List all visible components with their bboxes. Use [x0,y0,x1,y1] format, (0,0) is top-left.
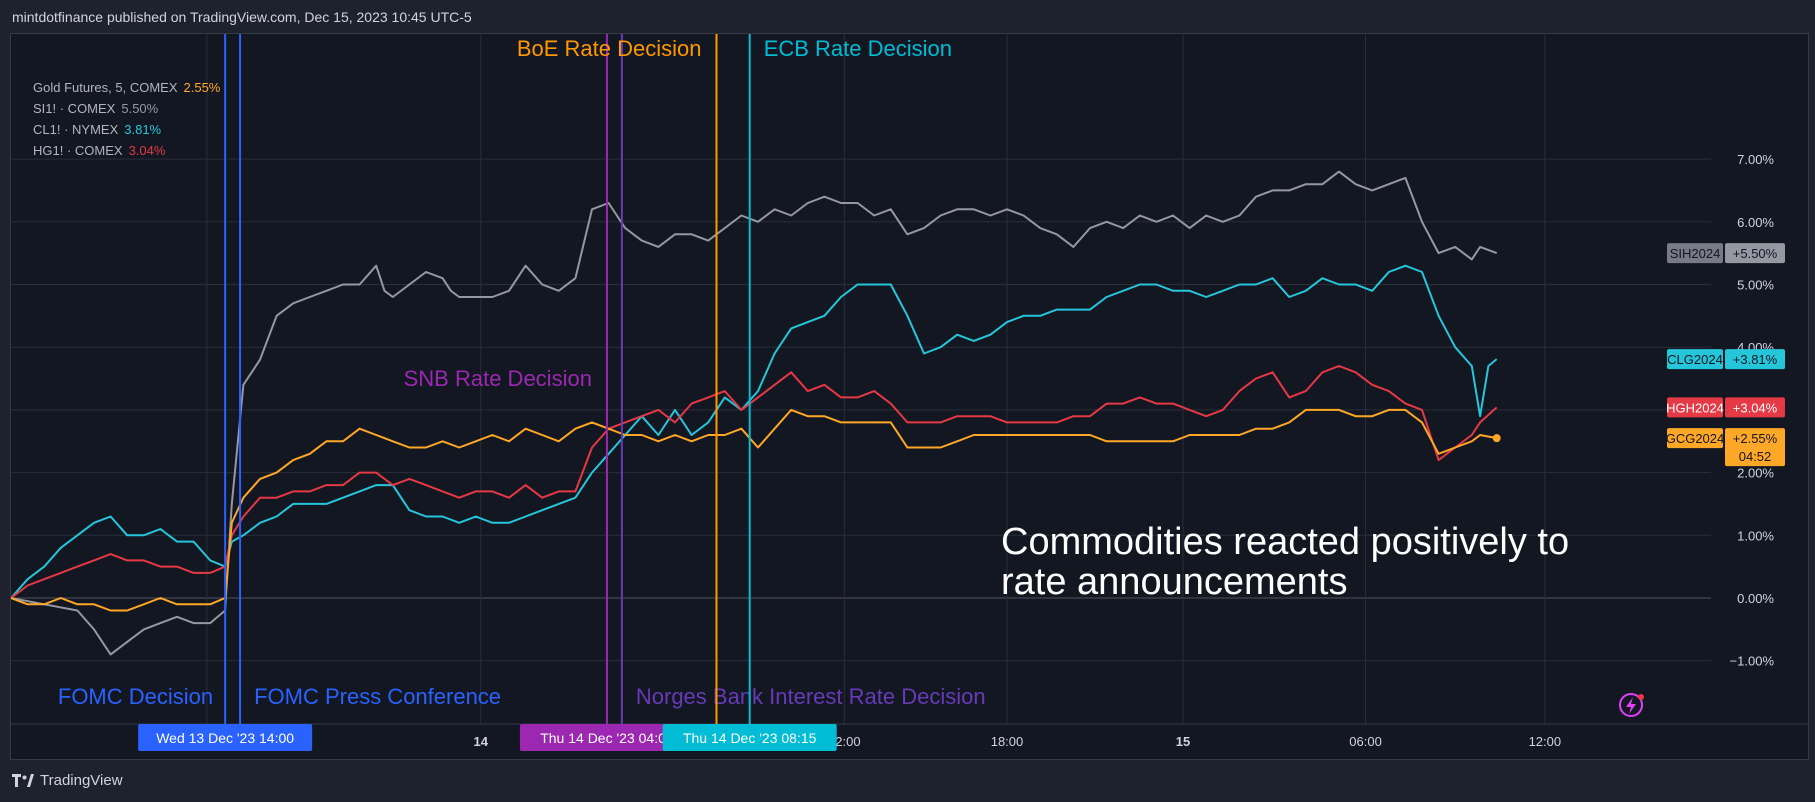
y-tick-label: 2.00% [1737,466,1774,481]
y-tick-label: 6.00% [1737,215,1774,230]
tradingview-logo-icon [12,774,34,787]
series-legend: Gold Futures, 5, COMEX 2.55% SI1! · COMEX 5… [33,77,220,161]
lightning-bolt [1626,697,1636,714]
time-flag-label: Thu 14 Dec '23 08:15 [683,730,817,746]
badge-value-bg [1725,349,1785,370]
tradingview-footer[interactable]: TradingView [12,772,123,789]
chart-background [11,34,1808,759]
badge-value-bg [1725,397,1785,418]
last-price-dot [1492,434,1501,443]
notification-dot [1638,694,1644,700]
legend-series-value: 3.81% [124,122,162,137]
x-tick-label: 18:00 [991,734,1024,749]
badge-value: +5.50% [1733,246,1778,261]
x-tick-label: 12:00 [1529,734,1562,749]
badge-name-bg [1667,243,1723,264]
price-badge-hgh2024: HGH2024 +3.04% [1666,397,1785,418]
event-label: Norges Bank Interest Rate Decision [636,684,986,709]
annotation-line-2: rate announcements [1001,561,1347,603]
badge-value: +3.81% [1733,352,1778,367]
price-badge-clg2024: CLG2024 +3.81% [1667,349,1785,370]
tradingview-brand: TradingView [40,772,123,789]
time-flag-label: Thu 14 Dec '23 04:00 [540,730,674,746]
time-flag [662,724,837,751]
badge-value-bg [1725,243,1785,264]
badge-name: CLG2024 [1667,352,1723,367]
x-tick-label: 14 [474,734,489,749]
event-label: ECB Rate Decision [764,36,952,61]
legend-series-value: 5.50% [121,101,159,116]
time-flag [519,724,694,751]
legend-series-name: HG1! · COMEX [33,143,123,158]
badge-name: HGH2024 [1666,400,1724,415]
legend-series-name: CL1! · NYMEX [33,122,119,137]
time-flag-label: Wed 13 Dec '23 14:00 [156,730,294,746]
badge-value: +3.04% [1733,400,1778,415]
y-tick-label: −1.00% [1730,654,1775,669]
y-tick-label: 5.00% [1737,278,1774,293]
legend-series-name: SI1! · COMEX [33,101,116,116]
chart-canvas[interactable]: 7.00%6.00%5.00%4.00%3.00%2.00%1.00%0.00%… [11,34,1808,759]
event-label: FOMC Press Conference [254,684,501,709]
x-tick-label: 06:00 [1349,734,1382,749]
legend-series-value: 3.04% [128,143,166,158]
legend-series-name: Gold Futures, 5, COMEX [33,80,178,95]
legend-row[interactable]: CL1! · NYMEX 3.81% [33,119,220,140]
event-label: FOMC Decision [58,684,213,709]
countdown-label: 04:52 [1739,449,1772,464]
time-flag [138,724,313,751]
chart-pane[interactable]: 7.00%6.00%5.00%4.00%3.00%2.00%1.00%0.00%… [10,33,1809,760]
event-label: SNB Rate Decision [404,366,592,391]
legend-row[interactable]: Gold Futures, 5, COMEX 2.55% [33,77,220,98]
publisher-header: mintdotfinance published on TradingView.… [12,9,472,25]
event-label: BoE Rate Decision [517,36,702,61]
badge-value: +2.55% [1733,431,1778,446]
price-badge-sih2024: SIH2024 +5.50% [1667,243,1785,264]
y-tick-label: 1.00% [1737,528,1774,543]
badge-name-bg [1667,397,1723,418]
badge-name-bg [1667,349,1723,370]
badge-value-bg [1725,428,1785,467]
annotation-line-1: Commodities reacted positively to [1001,521,1569,563]
series-line-clg2024[interactable] [11,264,1498,599]
legend-row[interactable]: SI1! · COMEX 5.50% [33,98,220,119]
legend-series-value: 2.55% [183,80,221,95]
price-badge-gcg2024: GCG2024 +2.55% 04:52 [1666,428,1785,467]
x-tick-label: 15 [1176,734,1190,749]
lightning-circle [1619,693,1643,717]
badge-name-bg [1667,428,1723,449]
badge-name: SIH2024 [1670,246,1721,261]
y-tick-label: 7.00% [1737,152,1774,167]
y-tick-label: 0.00% [1737,591,1774,606]
lightning-icon[interactable] [1619,693,1644,717]
legend-row[interactable]: HG1! · COMEX 3.04% [33,140,220,161]
badge-name: GCG2024 [1666,431,1725,446]
